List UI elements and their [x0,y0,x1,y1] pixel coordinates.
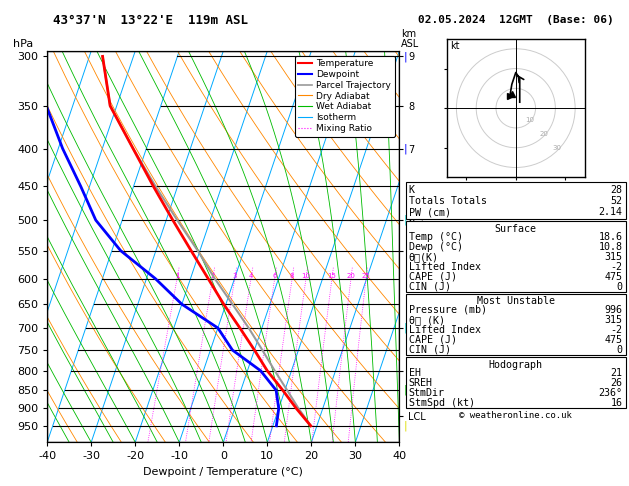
Text: 52: 52 [611,196,623,206]
Text: 315: 315 [604,252,623,262]
Text: |: | [404,385,408,396]
Text: 20: 20 [347,273,355,278]
Text: Surface: Surface [495,224,537,234]
Text: 2.14: 2.14 [599,208,623,217]
Text: 2: 2 [211,273,215,278]
Text: CAPE (J): CAPE (J) [409,272,457,282]
Text: CAPE (J): CAPE (J) [409,335,457,345]
Text: 25: 25 [362,273,370,278]
Text: |: | [404,323,408,333]
Text: PW (cm): PW (cm) [409,208,451,217]
Text: θᴄ (K): θᴄ (K) [409,315,445,325]
Text: 16: 16 [611,398,623,408]
Text: |: | [404,215,408,226]
Text: -2: -2 [611,325,623,335]
Text: 6: 6 [272,273,277,278]
Text: |: | [404,51,408,62]
Text: km
ASL: km ASL [401,29,419,49]
Text: K: K [409,185,415,195]
Text: CIN (J): CIN (J) [409,345,451,355]
Text: 10.8: 10.8 [599,242,623,252]
Text: CIN (J): CIN (J) [409,281,451,292]
Text: 10: 10 [301,273,311,278]
Text: 8: 8 [290,273,294,278]
Text: 236°: 236° [599,388,623,398]
Text: 0: 0 [616,281,623,292]
Text: 315: 315 [604,315,623,325]
Text: 26: 26 [611,378,623,388]
Text: 475: 475 [604,335,623,345]
Text: |: | [404,420,408,431]
Text: Lifted Index: Lifted Index [409,325,481,335]
Text: 10: 10 [525,117,534,123]
Text: 3: 3 [233,273,237,278]
Text: Temp (°C): Temp (°C) [409,232,463,242]
Text: 20: 20 [539,131,548,137]
Text: Dewp (°C): Dewp (°C) [409,242,463,252]
Text: 18.6: 18.6 [599,232,623,242]
Legend: Temperature, Dewpoint, Parcel Trajectory, Dry Adiabat, Wet Adiabat, Isotherm, Mi: Temperature, Dewpoint, Parcel Trajectory… [295,55,395,137]
Text: StmSpd (kt): StmSpd (kt) [409,398,475,408]
Text: kt: kt [450,41,460,51]
Text: Hodograph: Hodograph [489,360,543,370]
Text: 475: 475 [604,272,623,282]
Text: 21: 21 [611,368,623,378]
Text: -2: -2 [611,261,623,272]
Text: Most Unstable: Most Unstable [477,296,555,307]
X-axis label: Dewpoint / Temperature (°C): Dewpoint / Temperature (°C) [143,467,303,477]
Text: Mixing Ratio (g/kg): Mixing Ratio (g/kg) [415,201,425,293]
Text: EH: EH [409,368,421,378]
Text: StmDir: StmDir [409,388,445,398]
Text: 43°37'N  13°22'E  119m ASL: 43°37'N 13°22'E 119m ASL [53,14,248,27]
Text: 4: 4 [249,273,253,278]
Text: © weatheronline.co.uk: © weatheronline.co.uk [459,411,572,420]
Text: SREH: SREH [409,378,433,388]
Text: Pressure (mb): Pressure (mb) [409,305,487,315]
Text: 02.05.2024  12GMT  (Base: 06): 02.05.2024 12GMT (Base: 06) [418,15,614,25]
Text: 0: 0 [616,345,623,355]
Text: Lifted Index: Lifted Index [409,261,481,272]
Text: 30: 30 [553,145,562,151]
Text: 28: 28 [611,185,623,195]
Text: 1: 1 [175,273,179,278]
Text: Totals Totals: Totals Totals [409,196,487,206]
Text: θᴄ(K): θᴄ(K) [409,252,439,262]
Text: 15: 15 [328,273,337,278]
Text: hPa: hPa [13,38,33,49]
Text: |: | [404,143,408,154]
Text: 996: 996 [604,305,623,315]
